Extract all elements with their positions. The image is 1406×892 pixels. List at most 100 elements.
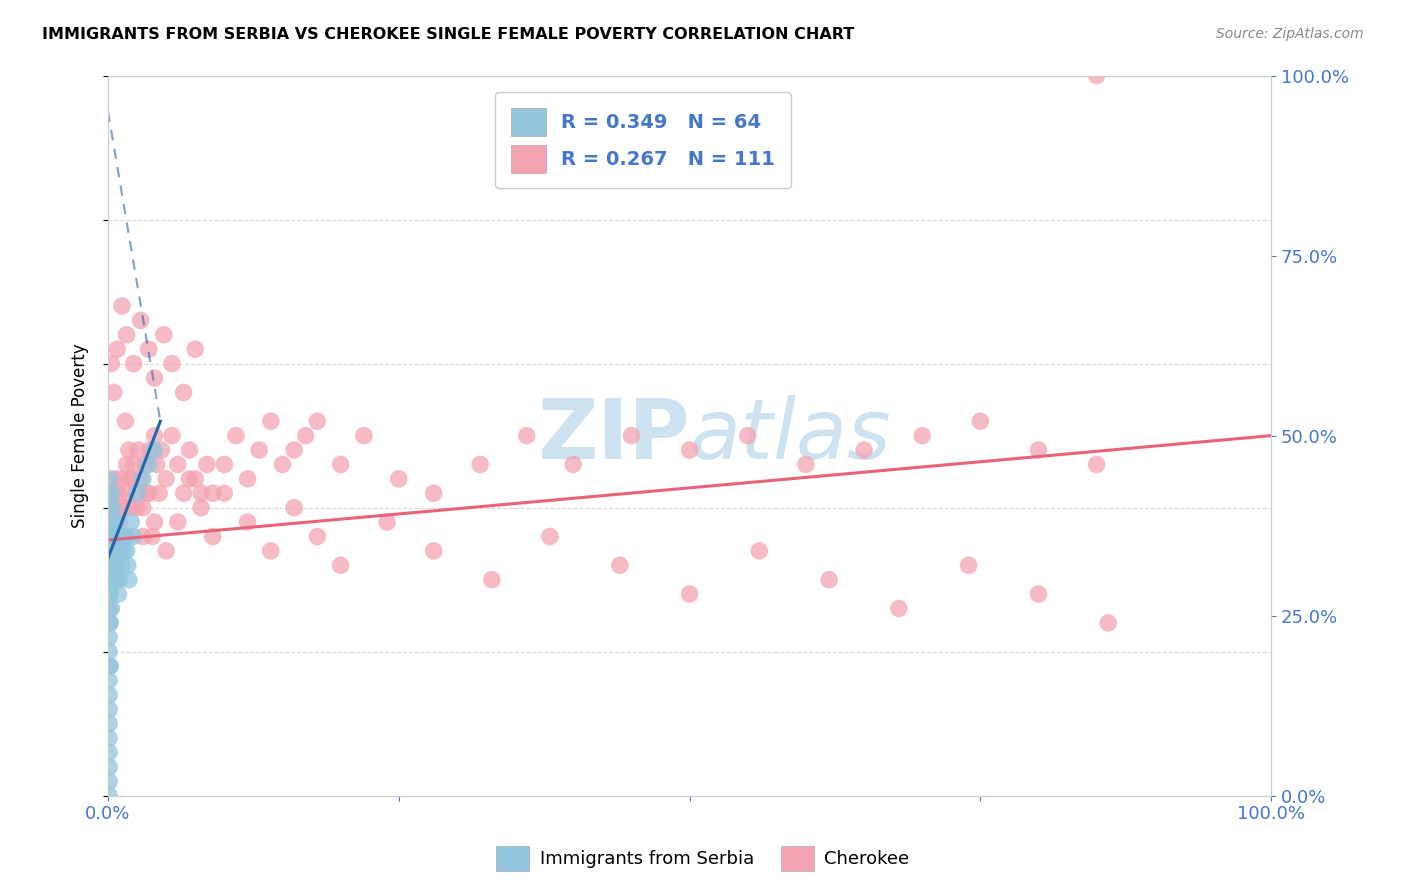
Point bbox=[105, 515, 128, 529]
Point bbox=[105, 342, 128, 356]
Point bbox=[214, 458, 236, 472]
Point bbox=[470, 458, 492, 472]
Point bbox=[108, 515, 131, 529]
Point bbox=[179, 472, 201, 486]
Point bbox=[100, 486, 122, 500]
Point bbox=[160, 428, 183, 442]
Point bbox=[117, 486, 139, 500]
Point bbox=[98, 486, 121, 500]
Point bbox=[562, 458, 585, 472]
Point bbox=[748, 544, 770, 558]
Point bbox=[271, 458, 294, 472]
Point bbox=[620, 428, 643, 442]
Point bbox=[1085, 458, 1108, 472]
Text: Source: ZipAtlas.com: Source: ZipAtlas.com bbox=[1216, 27, 1364, 41]
Point bbox=[98, 702, 121, 716]
Point bbox=[122, 458, 145, 472]
Point bbox=[114, 414, 136, 428]
Point bbox=[260, 414, 283, 428]
Point bbox=[195, 458, 218, 472]
Point bbox=[101, 573, 124, 587]
Point bbox=[190, 486, 212, 500]
Point bbox=[120, 500, 142, 515]
Point bbox=[375, 515, 398, 529]
Point bbox=[101, 529, 124, 543]
Point bbox=[118, 573, 141, 587]
Point bbox=[122, 357, 145, 371]
Point bbox=[150, 443, 173, 458]
Point bbox=[100, 529, 122, 543]
Point bbox=[104, 573, 127, 587]
Point bbox=[190, 500, 212, 515]
Point bbox=[98, 529, 121, 543]
Point bbox=[100, 601, 122, 615]
Point bbox=[887, 601, 910, 615]
Point bbox=[112, 500, 135, 515]
Point bbox=[104, 529, 127, 543]
Point bbox=[110, 544, 132, 558]
Point bbox=[115, 327, 138, 342]
Point bbox=[957, 558, 980, 573]
Point bbox=[969, 414, 991, 428]
Point bbox=[98, 500, 121, 515]
Point bbox=[107, 544, 129, 558]
Text: ZIP: ZIP bbox=[537, 395, 689, 476]
Point bbox=[141, 529, 163, 543]
Point bbox=[283, 443, 305, 458]
Point bbox=[98, 587, 121, 601]
Point bbox=[115, 544, 138, 558]
Point bbox=[125, 486, 148, 500]
Point bbox=[103, 544, 125, 558]
Point bbox=[1028, 443, 1050, 458]
Point bbox=[100, 544, 122, 558]
Point bbox=[1028, 587, 1050, 601]
Point bbox=[307, 529, 329, 543]
Point bbox=[422, 544, 444, 558]
Point bbox=[1097, 615, 1119, 630]
Legend: R = 0.349   N = 64, R = 0.267   N = 111: R = 0.349 N = 64, R = 0.267 N = 111 bbox=[495, 93, 790, 188]
Point bbox=[103, 558, 125, 573]
Point bbox=[138, 486, 160, 500]
Point bbox=[105, 529, 128, 543]
Point bbox=[481, 573, 503, 587]
Point bbox=[132, 472, 155, 486]
Point bbox=[173, 486, 195, 500]
Point bbox=[100, 573, 122, 587]
Point bbox=[678, 587, 700, 601]
Point bbox=[125, 500, 148, 515]
Point bbox=[143, 428, 166, 442]
Point bbox=[98, 760, 121, 774]
Point bbox=[105, 500, 128, 515]
Point bbox=[155, 472, 177, 486]
Point bbox=[105, 529, 128, 543]
Point bbox=[108, 529, 131, 543]
Point bbox=[134, 458, 156, 472]
Point bbox=[678, 443, 700, 458]
Point bbox=[201, 486, 224, 500]
Point bbox=[153, 327, 176, 342]
Point bbox=[138, 458, 160, 472]
Point bbox=[98, 544, 121, 558]
Point bbox=[214, 486, 236, 500]
Point bbox=[98, 673, 121, 688]
Point bbox=[138, 342, 160, 356]
Point bbox=[236, 472, 259, 486]
Point bbox=[98, 630, 121, 644]
Point bbox=[115, 529, 138, 543]
Point bbox=[98, 601, 121, 615]
Point bbox=[422, 486, 444, 500]
Point bbox=[98, 716, 121, 731]
Point bbox=[737, 428, 759, 442]
Point bbox=[155, 544, 177, 558]
Point bbox=[100, 515, 122, 529]
Point bbox=[307, 414, 329, 428]
Point bbox=[100, 500, 122, 515]
Point bbox=[98, 615, 121, 630]
Point bbox=[108, 573, 131, 587]
Point bbox=[98, 774, 121, 789]
Point bbox=[101, 500, 124, 515]
Point bbox=[98, 515, 121, 529]
Point bbox=[98, 645, 121, 659]
Point bbox=[129, 313, 152, 327]
Point bbox=[111, 472, 134, 486]
